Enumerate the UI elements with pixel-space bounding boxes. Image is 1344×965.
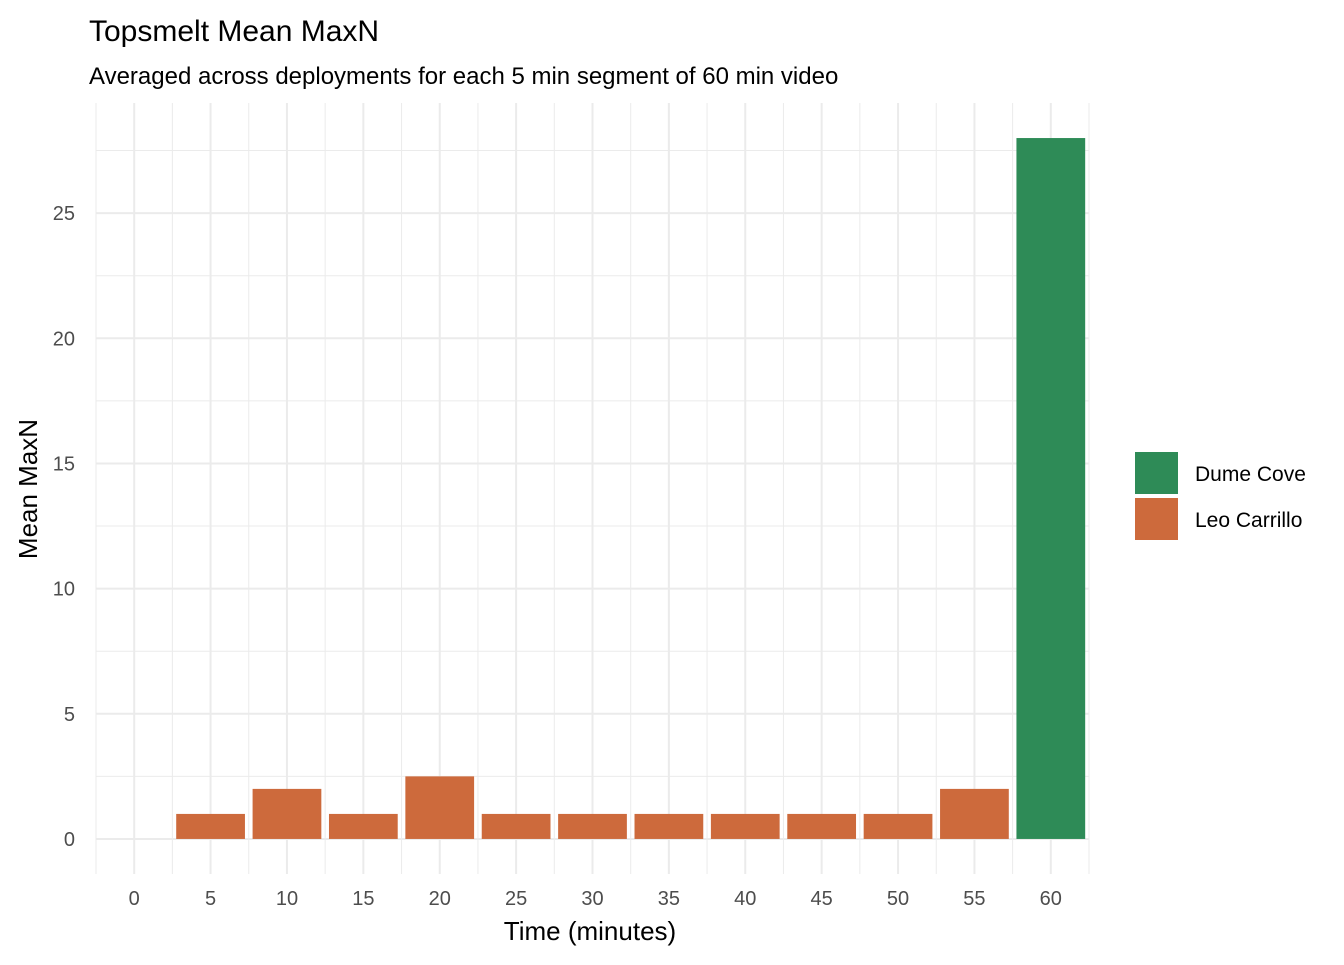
bar: [634, 813, 704, 839]
bar: [405, 776, 475, 839]
bar: [252, 788, 322, 839]
bar: [710, 813, 780, 839]
grid: [95, 103, 1090, 874]
y-axis-ticks: 0 5 10 15 20 25: [53, 203, 75, 851]
x-tick-label: 60: [1040, 888, 1062, 910]
legend-swatch: [1135, 498, 1178, 540]
legend-swatch: [1135, 452, 1178, 494]
bar: [787, 813, 857, 839]
legend-label: Leo Carrillo: [1195, 509, 1302, 532]
legend: Dume Cove Leo Carrillo: [1135, 452, 1306, 540]
x-tick-label: 0: [129, 888, 140, 910]
y-tick-label: 15: [53, 453, 75, 475]
y-axis-label: Mean MaxN: [13, 419, 43, 559]
x-tick-label: 55: [963, 888, 985, 910]
bar: [1016, 138, 1086, 839]
y-tick-label: 10: [53, 579, 75, 601]
x-tick-label: 50: [887, 888, 909, 910]
bar: [176, 813, 245, 839]
y-tick-label: 25: [53, 203, 75, 225]
bar: [328, 813, 398, 839]
bars: [176, 138, 1086, 839]
x-tick-label: 25: [505, 888, 527, 910]
x-tick-label: 15: [352, 888, 374, 910]
bar: [863, 813, 933, 839]
x-tick-label: 5: [205, 888, 216, 910]
x-axis-label: Time (minutes): [504, 916, 676, 946]
legend-label: Dume Cove: [1195, 463, 1306, 486]
x-tick-label: 40: [734, 888, 756, 910]
y-tick-label: 5: [64, 704, 75, 726]
y-tick-label: 0: [64, 829, 75, 851]
bar: [558, 813, 627, 839]
bar: [481, 813, 551, 839]
chart-title: Topsmelt Mean MaxN: [89, 15, 379, 48]
x-tick-label: 30: [581, 888, 603, 910]
y-tick-label: 20: [53, 328, 75, 350]
x-axis-ticks: 0 5 10 15 20 25 30 35 40 45 50 55 60: [129, 888, 1062, 910]
x-tick-label: 20: [429, 888, 451, 910]
x-tick-label: 10: [276, 888, 298, 910]
chart-subtitle: Averaged across deployments for each 5 m…: [89, 63, 838, 90]
x-tick-label: 45: [811, 888, 833, 910]
x-tick-label: 35: [658, 888, 680, 910]
bar: [940, 788, 1009, 839]
